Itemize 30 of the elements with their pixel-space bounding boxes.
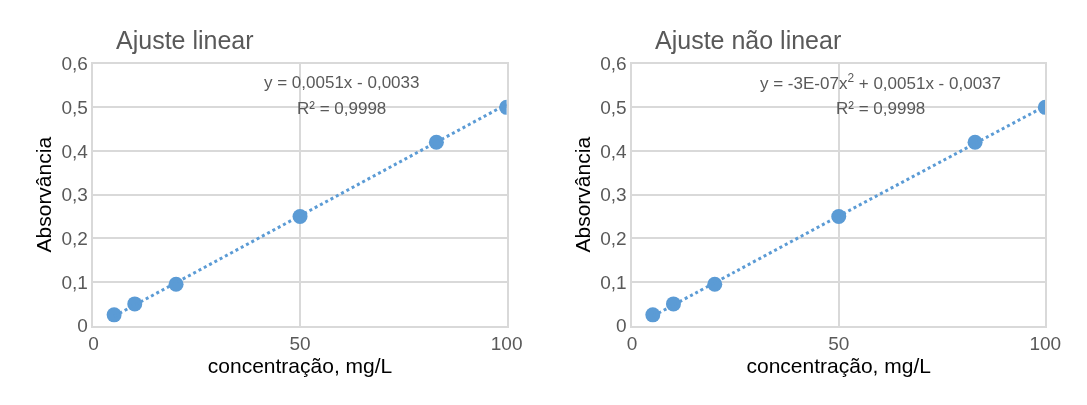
y-tick-label: 0 xyxy=(616,315,627,337)
y-tick-label: 0,5 xyxy=(600,97,627,119)
y-tick-label: 0,2 xyxy=(600,228,627,250)
point xyxy=(645,307,661,323)
y-tick-label: 0,2 xyxy=(61,228,88,250)
y-tick-label: 0,6 xyxy=(600,53,627,75)
chart-title: Ajuste não linear xyxy=(655,26,842,54)
y-tick-label: 0,3 xyxy=(61,184,88,206)
y-tick-label: 0,1 xyxy=(600,271,627,293)
annotation: y = -3E-07x$^{2}$ + 0,0051x - 0,0037 xyxy=(760,71,1002,94)
y-tick-label: 0,5 xyxy=(61,97,88,119)
chart-title: Ajuste linear xyxy=(116,26,254,54)
y-tick-label: 0,1 xyxy=(61,271,88,293)
x-axis-title: concentração, mg/L xyxy=(746,354,931,378)
x-tick-label: 100 xyxy=(1029,333,1062,355)
y-tick-label: 0,6 xyxy=(61,53,88,75)
x-tick-label: 100 xyxy=(490,333,523,355)
x-axis-title: concentração, mg/L xyxy=(207,354,393,378)
x-tick-label: 50 xyxy=(828,333,850,355)
y-tick-label: 0,4 xyxy=(61,140,89,162)
point xyxy=(106,307,122,323)
y-axis-title: Absorvância xyxy=(32,136,56,253)
y-tick-label: 0 xyxy=(77,315,88,337)
y-tick-label: 0,3 xyxy=(600,184,627,206)
y-tick-label: 0,4 xyxy=(600,140,628,162)
annotation: y = 0,0051x - 0,0033 xyxy=(264,73,420,92)
x-tick-label: 50 xyxy=(289,333,311,355)
annotation: R² = 0,9998 xyxy=(836,99,926,118)
y-axis-title: Absorvância xyxy=(570,136,594,253)
annotation: R² = 0,9998 xyxy=(297,99,387,118)
